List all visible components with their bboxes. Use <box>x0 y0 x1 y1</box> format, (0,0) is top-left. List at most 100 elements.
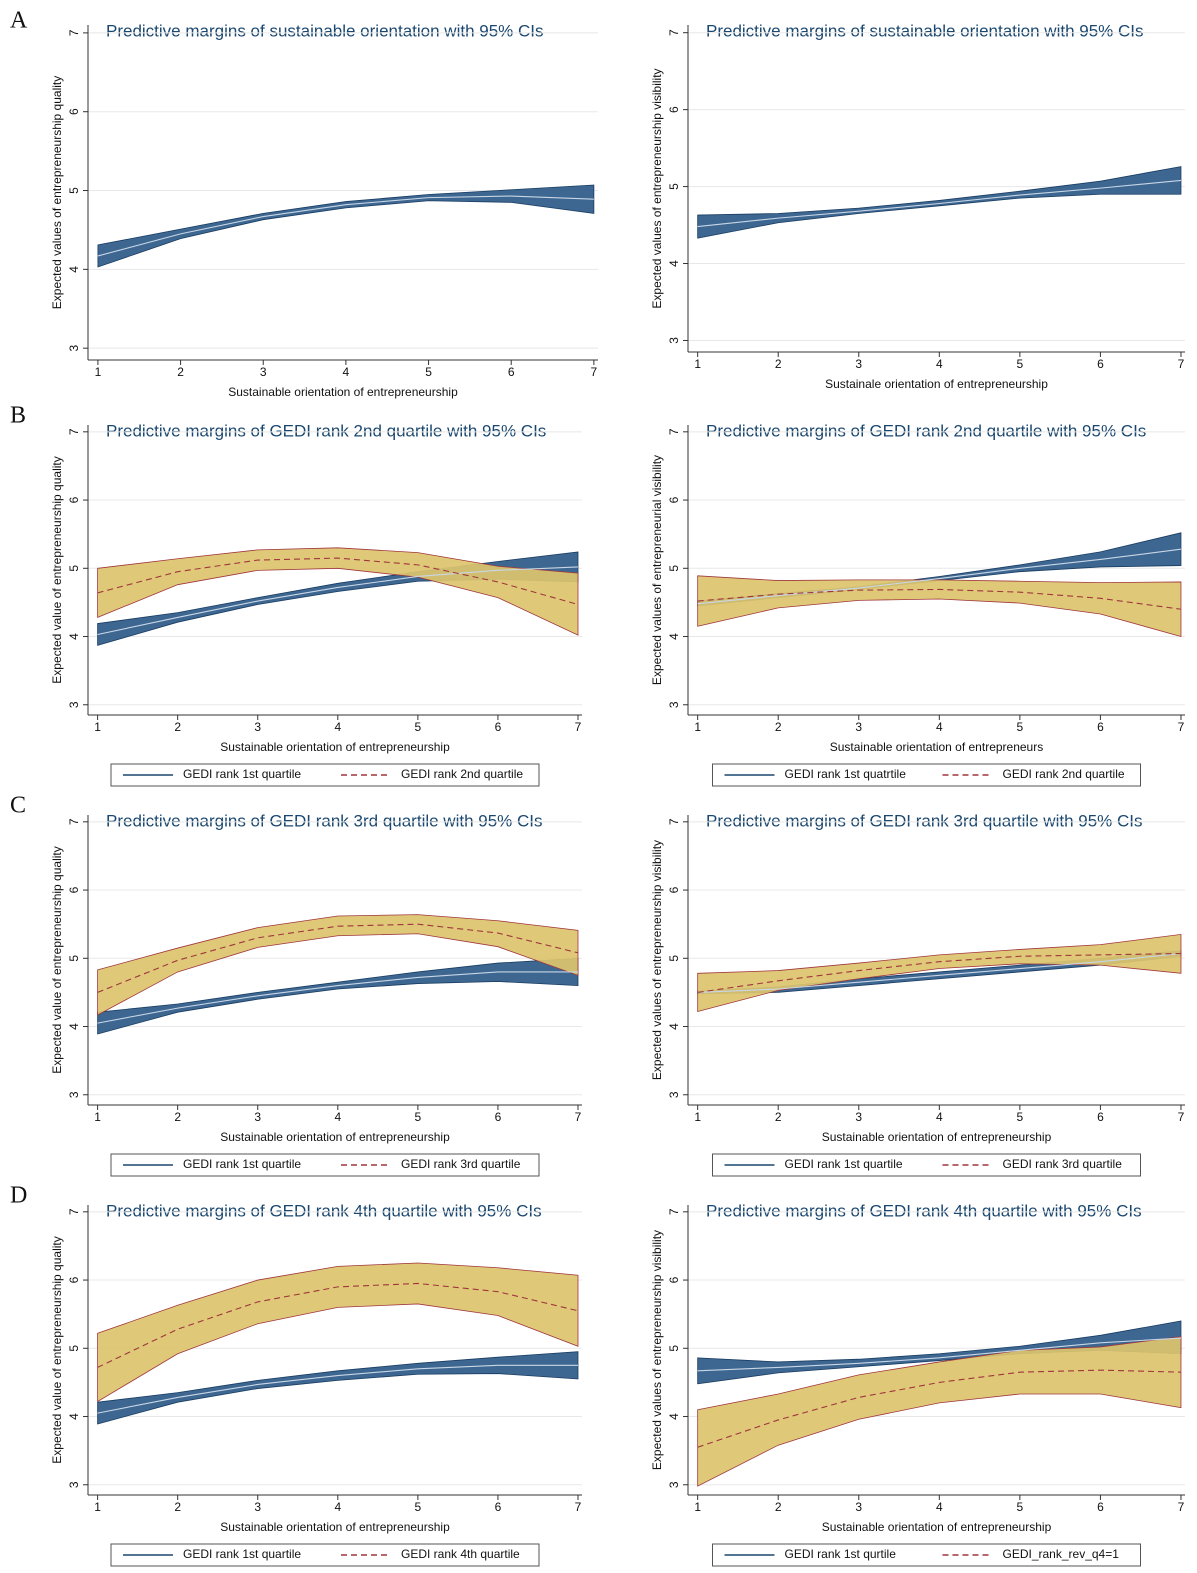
chart-title: Predictive margins of GEDI rank 2nd quar… <box>106 421 546 440</box>
ci-band <box>97 957 579 1035</box>
x-tick-label: 2 <box>177 365 184 379</box>
ci-band <box>697 1336 1182 1487</box>
y-axis-label: Expected values of entrepreneurial visib… <box>650 455 664 685</box>
x-tick-label: 5 <box>425 365 432 379</box>
legend-label: GEDI rank 1st quartile <box>183 1157 301 1171</box>
legend-label: GEDI_rank_rev_q4=1 <box>1003 1547 1120 1561</box>
series-line <box>97 1364 578 1414</box>
x-tick-label: 3 <box>254 1500 261 1514</box>
x-tick-label: 1 <box>694 1110 701 1124</box>
x-tick-label: 7 <box>575 1110 582 1124</box>
panel-label: A <box>10 8 28 34</box>
x-tick-label: 5 <box>415 720 422 734</box>
x-tick-label: 2 <box>775 720 782 734</box>
x-axis-label: Sustainable orientation of entrepreneurs… <box>220 740 450 754</box>
y-tick-label: 7 <box>67 29 81 36</box>
legend-label: GEDI rank 2nd quartile <box>1003 767 1125 781</box>
y-tick-label: 4 <box>67 633 81 640</box>
series-line <box>697 179 1182 228</box>
legend-label: GEDI rank 1st quartile <box>785 1157 903 1171</box>
x-tick-label: 6 <box>1097 720 1104 734</box>
x-tick-label: 2 <box>174 720 181 734</box>
y-tick-label: 6 <box>67 496 81 503</box>
x-tick-label: 4 <box>936 720 943 734</box>
y-tick-label: 6 <box>667 496 681 503</box>
y-tick-label: 4 <box>667 1023 681 1030</box>
y-axis-label: Expected values of entrepreneurship visi… <box>650 1230 664 1470</box>
y-axis-label: Expected values of entrepreneurship visi… <box>650 840 664 1080</box>
x-tick-label: 2 <box>174 1500 181 1514</box>
y-tick-label: 7 <box>67 428 81 435</box>
ci-band <box>697 166 1182 239</box>
x-tick-label: 4 <box>334 1500 341 1514</box>
series-line <box>97 195 594 257</box>
x-tick-label: 1 <box>94 720 101 734</box>
y-axis-label: Expected value of entrepreneurship quali… <box>50 1236 64 1463</box>
x-tick-label: 7 <box>1178 1110 1185 1124</box>
chart-title: Predictive margins of sustainable orient… <box>706 21 1144 40</box>
chart-title: Predictive margins of GEDI rank 4th quar… <box>106 1201 542 1220</box>
y-tick-label: 6 <box>667 1276 681 1283</box>
x-tick-label: 2 <box>775 1500 782 1514</box>
x-tick-label: 7 <box>575 720 582 734</box>
legend-label: GEDI rank 1st quartile <box>183 1547 301 1561</box>
legend-box <box>712 763 1141 787</box>
panel-label: D <box>10 1183 27 1209</box>
y-tick-label: 5 <box>667 183 681 190</box>
y-tick-label: 4 <box>67 266 81 273</box>
x-tick-label: 4 <box>343 365 350 379</box>
x-tick-label: 2 <box>775 1110 782 1124</box>
x-tick-label: 5 <box>1017 1500 1024 1514</box>
y-tick-label: 3 <box>667 1481 681 1488</box>
legend-box <box>110 1543 540 1567</box>
legend-label: GEDI rank 1st quatrtile <box>785 767 907 781</box>
x-tick-label: 1 <box>694 720 701 734</box>
y-tick-label: 7 <box>67 1208 81 1215</box>
y-tick-label: 6 <box>67 1276 81 1283</box>
x-tick-label: 5 <box>415 1500 422 1514</box>
x-tick-label: 6 <box>495 1110 502 1124</box>
y-tick-label: 4 <box>67 1023 81 1030</box>
x-tick-label: 4 <box>334 720 341 734</box>
series-line <box>697 1337 1182 1372</box>
x-axis-label: Sustainable orientation of entrepreneurs <box>830 740 1043 754</box>
y-tick-label: 7 <box>67 818 81 825</box>
ci-band <box>697 575 1182 638</box>
legend-label: GEDI rank 4th quartile <box>401 1547 520 1561</box>
series-line <box>97 971 578 1024</box>
x-tick-label: 3 <box>254 1110 261 1124</box>
x-tick-label: 2 <box>174 1110 181 1124</box>
chart-title: Predictive margins of sustainable orient… <box>106 21 544 40</box>
y-tick-label: 4 <box>67 1413 81 1420</box>
series-line <box>97 923 579 993</box>
x-tick-label: 6 <box>1097 1500 1104 1514</box>
series-line <box>97 566 579 636</box>
y-tick-label: 5 <box>67 1345 81 1352</box>
x-tick-label: 7 <box>591 365 598 379</box>
x-tick-label: 5 <box>1017 720 1024 734</box>
x-tick-label: 6 <box>1097 1110 1104 1124</box>
y-tick-label: 3 <box>667 701 681 708</box>
y-tick-label: 5 <box>667 955 681 962</box>
panel-label: B <box>10 403 26 429</box>
x-tick-label: 6 <box>495 1500 502 1514</box>
ci-band <box>97 1262 579 1403</box>
legend-box <box>712 1543 1141 1567</box>
y-tick-label: 3 <box>67 701 81 708</box>
x-axis-label: Sustainable orientation of entrepreneurs… <box>822 1130 1052 1144</box>
x-axis-label: Sustainale orientation of entrepreneursh… <box>825 377 1048 391</box>
y-tick-label: 5 <box>667 565 681 572</box>
x-tick-label: 1 <box>694 357 701 371</box>
x-tick-label: 2 <box>775 357 782 371</box>
ci-band <box>97 914 579 1016</box>
x-tick-label: 6 <box>495 720 502 734</box>
y-tick-label: 6 <box>667 106 681 113</box>
x-tick-label: 7 <box>1178 357 1185 371</box>
panel-label: C <box>10 793 26 819</box>
y-tick-label: 5 <box>667 1345 681 1352</box>
x-tick-label: 3 <box>260 365 267 379</box>
y-tick-label: 6 <box>667 886 681 893</box>
series-line <box>697 1369 1181 1448</box>
legend-label: GEDI rank 2nd quartile <box>401 767 523 781</box>
y-tick-label: 5 <box>67 565 81 572</box>
